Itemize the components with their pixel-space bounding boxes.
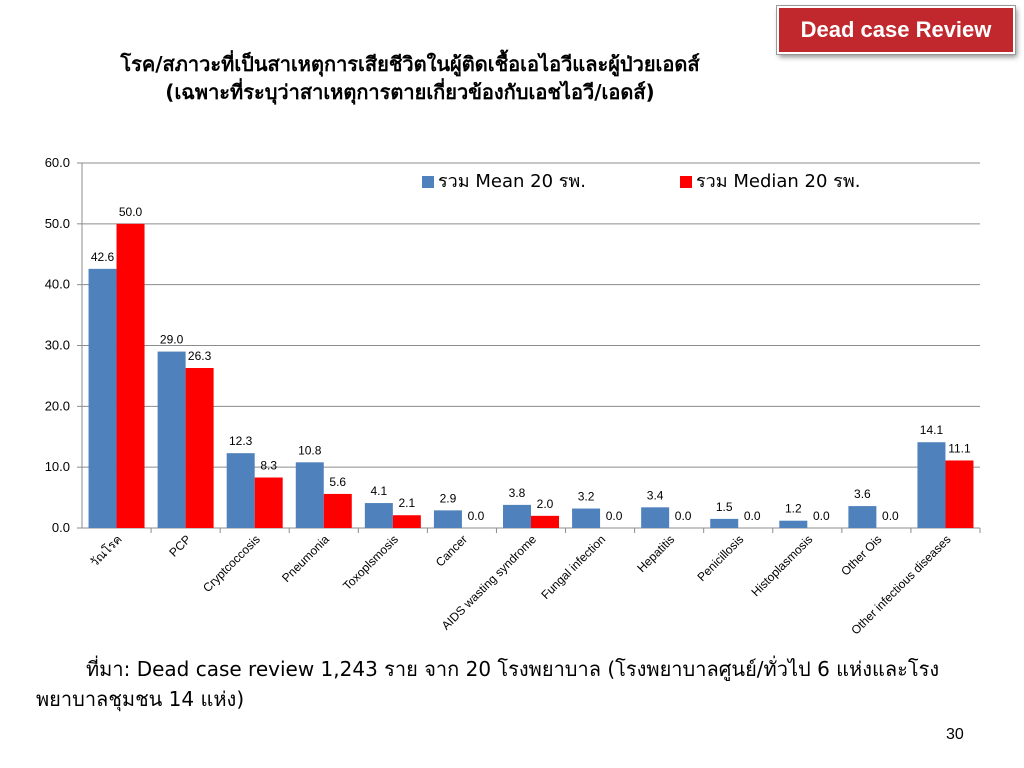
data-label: 12.3 [229, 434, 253, 448]
bar-mean [710, 518, 739, 528]
y-tick-label: 30.0 [45, 338, 70, 353]
bar-median [254, 477, 283, 528]
bar-mean [779, 520, 808, 528]
bar-mean [88, 268, 117, 528]
data-label: 0.0 [606, 509, 623, 523]
legend-label-mean: รวม Mean 20 รพ. [438, 171, 586, 192]
data-label: 11.1 [948, 441, 971, 455]
category-label: Hepatitis [634, 532, 677, 575]
category-label: Toxoplsmosis [340, 532, 401, 593]
data-label: 10.8 [298, 443, 322, 457]
data-label: 3.4 [647, 488, 664, 502]
bar-median [531, 515, 559, 528]
bar-mean [295, 462, 324, 528]
data-label: 5.6 [329, 475, 346, 489]
data-label: 3.8 [509, 486, 526, 500]
chart-title: โรค/สภาวะที่เป็นสาเหตุการเสียชีวิตในผู้ต… [0, 50, 820, 106]
data-label: 50.0 [119, 205, 143, 219]
data-label: 2.0 [537, 497, 554, 511]
bar-mean [433, 510, 462, 528]
y-tick-label: 0.0 [52, 520, 70, 535]
data-label: 2.1 [399, 496, 416, 510]
data-label: 42.6 [91, 250, 115, 264]
data-label: 3.2 [578, 490, 595, 504]
bar-mean [226, 453, 255, 528]
bar-median [323, 493, 352, 528]
data-label: 1.5 [716, 500, 733, 514]
y-tick-label: 20.0 [45, 398, 70, 413]
bar-mean [364, 503, 393, 528]
legend-label-median: รวม Median 20 รพ. [696, 171, 860, 192]
bar-mean [641, 507, 670, 528]
bar-mean [917, 442, 946, 528]
bar-mean [503, 504, 531, 528]
y-tick-label: 40.0 [45, 277, 70, 292]
bar-mean [848, 506, 877, 528]
data-label: 14.1 [920, 423, 944, 437]
category-label: Histoplasmosis [748, 532, 815, 599]
bar-mean [572, 508, 601, 528]
data-label: 2.9 [440, 491, 457, 505]
legend-swatch-median [680, 176, 692, 188]
data-label: 0.0 [744, 509, 761, 523]
category-label: Fungal infection [538, 532, 608, 602]
category-label: Pneumonia [279, 532, 332, 585]
data-label: 1.2 [785, 502, 802, 516]
data-label: 0.0 [675, 509, 692, 523]
bar-median [116, 223, 145, 528]
y-tick-label: 60.0 [45, 155, 70, 170]
legend-swatch-mean [422, 176, 434, 188]
bar-chart: 0.0 10.0 20.0 30.0 40.0 50.0 60.0 42.6 50.0 วัณโร… [45, 155, 981, 637]
data-label: 26.3 [188, 349, 212, 363]
category-label: Other Ois [838, 532, 884, 578]
y-tick-label: 50.0 [45, 216, 70, 231]
data-label: 29.0 [160, 333, 184, 347]
category-label: Penicillosis [694, 532, 746, 584]
category-label: วัณโรค [87, 532, 124, 569]
page-number: 30 [946, 726, 964, 743]
data-label: 0.0 [813, 509, 830, 523]
category-label: Cryptcoccosis [200, 532, 263, 595]
category-label: Cancer [433, 532, 470, 569]
bar-mean [157, 351, 186, 528]
data-label: 0.0 [882, 509, 899, 523]
data-label: 8.3 [260, 459, 277, 473]
data-label: 3.6 [854, 487, 871, 501]
category-label: PCP [166, 532, 193, 559]
data-label: 0.0 [468, 509, 485, 523]
title-line-2: (เฉพาะที่ระบุว่าสาเหตุการตายเกี่ยวข้องกั… [165, 80, 655, 104]
data-label: 4.1 [371, 484, 388, 498]
title-line-1: โรค/สภาวะที่เป็นสาเหตุการเสียชีวิตในผู้ต… [120, 52, 700, 76]
source-note: ที่มา: Dead case review 1,243 ราย จาก 20… [36, 657, 940, 711]
dead-case-review-badge: Dead case Review [777, 6, 1015, 54]
bar-median [392, 515, 421, 528]
y-tick-label: 10.0 [45, 459, 70, 474]
bar-median [185, 368, 214, 528]
bar-median [945, 460, 974, 528]
